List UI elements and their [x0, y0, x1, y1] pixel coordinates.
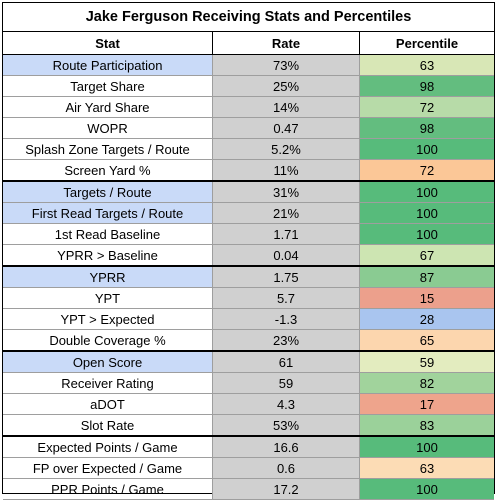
stat-cell: Receiver Rating	[3, 373, 213, 393]
rate-cell: 16.6	[213, 437, 360, 457]
rate-cell: 5.7	[213, 288, 360, 308]
table-row: FP over Expected / Game 0.6 63	[3, 458, 494, 479]
percentile-cell: 28	[360, 309, 494, 329]
percentile-cell: 100	[360, 139, 494, 159]
stat-cell: YPRR	[3, 267, 213, 287]
rate-cell: 0.04	[213, 245, 360, 265]
stat-cell: aDOT	[3, 394, 213, 414]
table-row: Splash Zone Targets / Route 5.2% 100	[3, 139, 494, 160]
rate-cell: 31%	[213, 182, 360, 202]
rate-cell: 25%	[213, 76, 360, 96]
stat-cell: Expected Points / Game	[3, 437, 213, 457]
rate-cell: 0.47	[213, 118, 360, 138]
table-row: Slot Rate 53% 83	[3, 415, 494, 437]
stat-cell: 1st Read Baseline	[3, 224, 213, 244]
table-row: YPT 5.7 15	[3, 288, 494, 309]
table-body: Route Participation 73% 63 Target Share 25% 9…	[3, 55, 494, 500]
percentile-cell: 72	[360, 97, 494, 117]
stat-cell: Target Share	[3, 76, 213, 96]
percentile-cell: 17	[360, 394, 494, 414]
rate-cell: 0.6	[213, 458, 360, 478]
rate-cell: 73%	[213, 55, 360, 75]
rate-cell: 4.3	[213, 394, 360, 414]
stat-cell: Double Coverage %	[3, 330, 213, 350]
table-title: Jake Ferguson Receiving Stats and Percen…	[3, 3, 494, 32]
table-row: YPRR > Baseline 0.04 67	[3, 245, 494, 267]
header-stat: Stat	[3, 32, 213, 54]
stat-cell: First Read Targets / Route	[3, 203, 213, 223]
stat-cell: Open Score	[3, 352, 213, 372]
percentile-cell: 63	[360, 55, 494, 75]
stat-cell: Air Yard Share	[3, 97, 213, 117]
percentile-cell: 59	[360, 352, 494, 372]
percentile-cell: 87	[360, 267, 494, 287]
stat-cell: Route Participation	[3, 55, 213, 75]
rate-cell: 61	[213, 352, 360, 372]
stat-cell: Slot Rate	[3, 415, 213, 435]
stats-table: Stat Rate Percentile Route Participation…	[3, 32, 494, 500]
percentile-cell: 100	[360, 224, 494, 244]
stat-cell: YPT	[3, 288, 213, 308]
table-header-row: Stat Rate Percentile	[3, 32, 494, 55]
header-rate: Rate	[213, 32, 360, 54]
table-row: Targets / Route 31% 100	[3, 182, 494, 203]
header-percentile: Percentile	[360, 32, 494, 54]
table-row: YPT > Expected -1.3 28	[3, 309, 494, 330]
table-row: Open Score 61 59	[3, 352, 494, 373]
stat-cell: Screen Yard %	[3, 160, 213, 180]
rate-cell: 14%	[213, 97, 360, 117]
rate-cell: 53%	[213, 415, 360, 435]
percentile-cell: 63	[360, 458, 494, 478]
percentile-cell: 15	[360, 288, 494, 308]
table-row: aDOT 4.3 17	[3, 394, 494, 415]
stat-cell: Targets / Route	[3, 182, 213, 202]
table-row: Double Coverage % 23% 65	[3, 330, 494, 352]
table-row: Expected Points / Game 16.6 100	[3, 437, 494, 458]
stat-cell: YPT > Expected	[3, 309, 213, 329]
stat-cell: YPRR > Baseline	[3, 245, 213, 265]
table-row: Screen Yard % 11% 72	[3, 160, 494, 182]
rate-cell: 5.2%	[213, 139, 360, 159]
rate-cell: 23%	[213, 330, 360, 350]
rate-cell: 11%	[213, 160, 360, 180]
table-row: Target Share 25% 98	[3, 76, 494, 97]
table-row: First Read Targets / Route 21% 100	[3, 203, 494, 224]
stat-cell: WOPR	[3, 118, 213, 138]
stat-cell: FP over Expected / Game	[3, 458, 213, 478]
percentile-cell: 98	[360, 76, 494, 96]
rate-cell: -1.3	[213, 309, 360, 329]
stat-cell: Splash Zone Targets / Route	[3, 139, 213, 159]
percentile-cell: 72	[360, 160, 494, 180]
table-row: 1st Read Baseline 1.71 100	[3, 224, 494, 245]
percentile-cell: 82	[360, 373, 494, 393]
table-row: Receiver Rating 59 82	[3, 373, 494, 394]
table-row: WOPR 0.47 98	[3, 118, 494, 139]
rate-cell: 21%	[213, 203, 360, 223]
percentile-cell: 67	[360, 245, 494, 265]
percentile-cell: 100	[360, 182, 494, 202]
table-row: Route Participation 73% 63	[3, 55, 494, 76]
percentile-cell: 100	[360, 479, 494, 499]
stat-cell: PPR Points / Game	[3, 479, 213, 499]
rate-cell: 1.75	[213, 267, 360, 287]
rate-cell: 59	[213, 373, 360, 393]
table-row: PPR Points / Game 17.2 100	[3, 479, 494, 500]
percentile-cell: 100	[360, 437, 494, 457]
percentile-cell: 83	[360, 415, 494, 435]
table-row: Air Yard Share 14% 72	[3, 97, 494, 118]
percentile-cell: 98	[360, 118, 494, 138]
table-row: YPRR 1.75 87	[3, 267, 494, 288]
percentile-cell: 100	[360, 203, 494, 223]
rate-cell: 17.2	[213, 479, 360, 499]
rate-cell: 1.71	[213, 224, 360, 244]
percentile-cell: 65	[360, 330, 494, 350]
